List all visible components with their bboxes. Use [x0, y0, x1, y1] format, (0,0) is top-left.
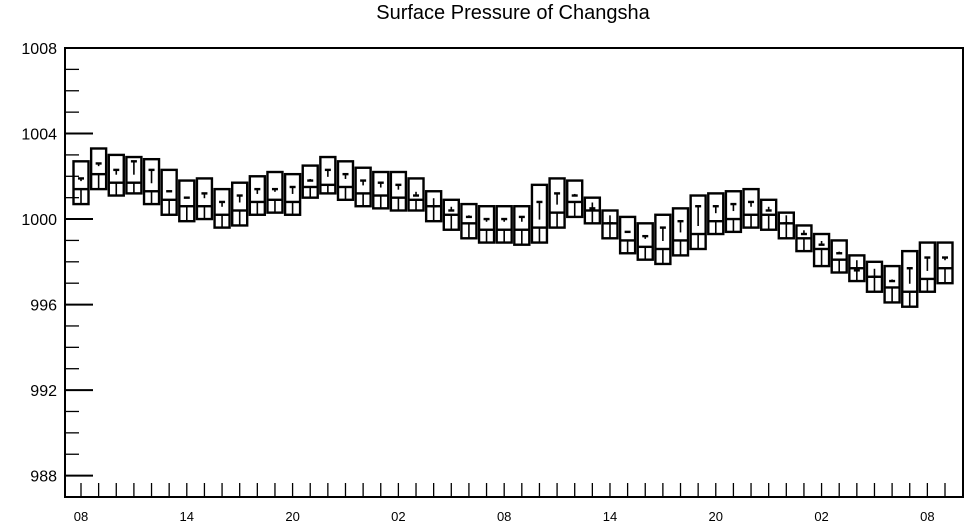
y-tick-label: 1008: [21, 41, 57, 58]
box-2: [107, 153, 125, 197]
box-0: [72, 160, 90, 206]
box-body: [477, 205, 496, 244]
x-tick-label: 08: [920, 509, 934, 524]
box-32: [636, 222, 654, 261]
x-tick-label: 20: [709, 509, 723, 524]
plot-frame: [64, 47, 964, 498]
box-19: [407, 177, 425, 212]
y-tick-label: 1004: [21, 127, 57, 144]
box-42: [812, 232, 831, 268]
box-body: [513, 205, 531, 246]
box-12: [283, 172, 302, 216]
box-9: [230, 181, 249, 227]
box-body: [248, 175, 267, 216]
box-45: [865, 260, 884, 293]
box-15: [336, 160, 355, 202]
x-tick-label: 14: [603, 509, 617, 524]
box-48: [918, 241, 937, 293]
box-23: [477, 205, 496, 244]
x-tick-label: 08: [74, 509, 88, 524]
box-body: [883, 264, 901, 304]
y-tick-label: 996: [30, 298, 57, 315]
box-41: [795, 224, 813, 253]
box-20: [424, 190, 443, 223]
box-28: [566, 179, 584, 219]
box-16: [354, 166, 372, 208]
box-series: [72, 147, 954, 308]
box-8: [213, 187, 231, 229]
box-25: [513, 205, 531, 246]
box-18: [389, 170, 408, 212]
chart-title: Surface Pressure of Changsha: [376, 2, 650, 24]
box-27: [548, 177, 566, 229]
box-24: [495, 205, 513, 244]
box-35: [689, 194, 707, 251]
box-43: [830, 239, 848, 274]
box-3: [125, 155, 143, 195]
box-body: [142, 157, 161, 206]
box-34: [671, 207, 690, 257]
box-37: [724, 190, 743, 234]
box-5: [160, 168, 178, 216]
box-44: [848, 254, 866, 283]
box-26: [530, 183, 549, 244]
axes: [64, 47, 964, 498]
x-tick-label: 08: [497, 509, 511, 524]
box-31: [618, 215, 637, 255]
x-tick-label: 14: [180, 509, 194, 524]
box-47: [901, 249, 919, 308]
box-11: [266, 170, 284, 214]
box-39: [759, 198, 778, 231]
box-36: [707, 192, 725, 236]
box-38: [742, 187, 760, 229]
box-body: [495, 205, 513, 244]
x-tick-label: 20: [285, 509, 299, 524]
x-tick-label: 02: [391, 509, 405, 524]
box-10: [248, 175, 267, 216]
y-tick-label: 988: [30, 469, 57, 486]
box-6: [178, 179, 196, 223]
y-axis: 988 992 996 1000 1004 1008: [21, 41, 93, 498]
box-22: [460, 202, 478, 240]
box-21: [442, 198, 460, 231]
box-30: [601, 209, 619, 240]
box-40: [777, 211, 796, 240]
x-tick-label: 02: [814, 509, 828, 524]
box-49: [936, 241, 954, 285]
box-7: [195, 177, 214, 221]
box-17: [372, 170, 390, 210]
box-14: [319, 155, 337, 195]
y-tick-label: 992: [30, 383, 57, 400]
box-13: [301, 164, 319, 199]
box-1: [89, 147, 108, 191]
y-tick-label: 1000: [21, 212, 57, 229]
x-axis: 08 14 20 02 08 14 20 02 08: [74, 483, 946, 524]
box-4: [142, 157, 161, 206]
box-33: [654, 213, 672, 266]
box-29: [583, 196, 602, 225]
box-46: [883, 264, 901, 304]
